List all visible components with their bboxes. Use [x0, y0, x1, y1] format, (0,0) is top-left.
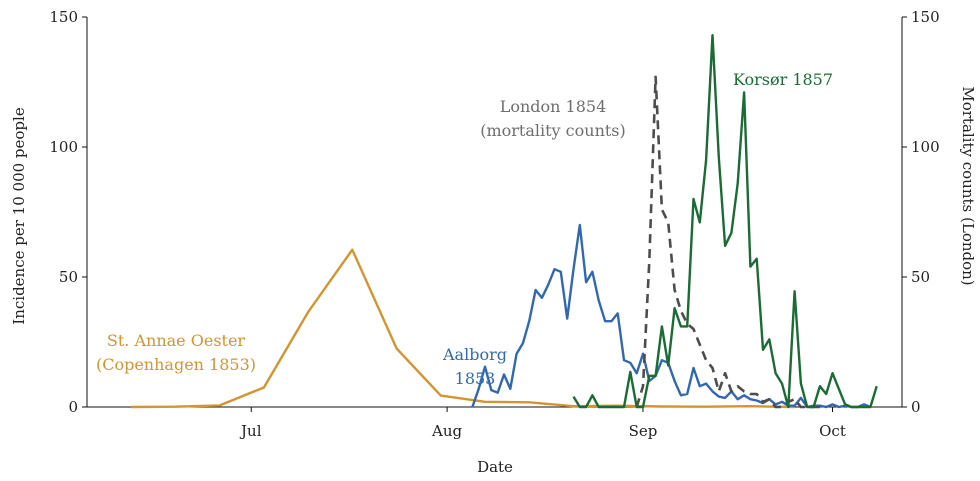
series-layer	[131, 34, 878, 409]
label-london: London 1854 (mortality counts)	[480, 97, 626, 140]
x-tick-label: Oct	[819, 422, 846, 440]
series-copenhagen-line	[131, 248, 795, 409]
y-axis-title: Incidence per 10 000 people	[10, 107, 28, 325]
label-aalborg: Aalborg 1853	[442, 345, 507, 388]
axes: 0 50 100 150 0 50 100 150 Jul Aug Sep Oct	[49, 8, 939, 440]
y-tick-label: 100	[49, 138, 78, 156]
labels-layer: St. Annae Oester (Copenhagen 1853) Aalborg…	[96, 70, 833, 388]
y-tick-label: 150	[49, 8, 78, 26]
y2-tick-label: 150	[911, 8, 940, 26]
y2-tick-label: 50	[911, 268, 930, 286]
series-aalborg-line	[471, 223, 871, 409]
x-tick-label: Jul	[239, 422, 262, 440]
y-tick-label: 50	[59, 268, 78, 286]
x-tick-label: Sep	[629, 422, 658, 440]
x-axis-title: Date	[477, 458, 513, 476]
label-copenhagen: St. Annae Oester (Copenhagen 1853)	[96, 331, 256, 374]
y2-tick-label: 0	[911, 398, 921, 416]
x-tick-label: Aug	[431, 422, 462, 440]
y-tick-label: 0	[68, 398, 78, 416]
y2-tick-label: 100	[911, 138, 940, 156]
series-london-line	[635, 75, 827, 409]
y2-axis-title: Mortality counts (London)	[959, 86, 977, 285]
series-korsor-line	[572, 34, 878, 409]
label-korsor: Korsør 1857	[733, 70, 833, 89]
